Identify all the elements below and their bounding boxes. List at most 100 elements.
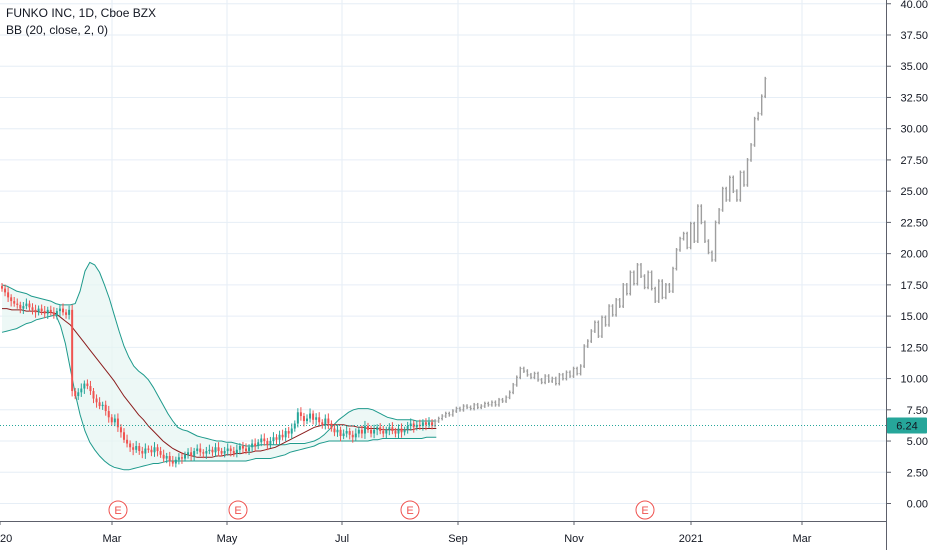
candle-body [16,303,19,305]
candle-body [190,452,193,457]
y-tick-label: 35.00 [900,61,928,73]
candle-body [299,412,302,417]
y-axis[interactable]: 40.00 37.50 35.00 32.50 30.00 27.50 25.00 22.50… [886,0,928,511]
y-tick-label: 30.00 [900,124,928,136]
candle-body [98,402,101,407]
x-tick-label: Sep [448,533,468,545]
projection-bars [433,76,767,428]
candle-body [394,431,397,434]
candle-body [220,451,223,454]
candle-body [370,429,373,434]
candle-body [92,391,95,399]
candle-body [391,427,394,432]
x-tick-label: Nov [564,533,584,545]
candle-body [40,308,43,312]
candle-body [107,411,110,418]
earnings-marker[interactable] [228,500,248,520]
candle-body [266,441,269,445]
x-tick-label: Mar [793,533,812,545]
candle-body [330,423,333,429]
candle-body [126,439,129,444]
candle-body [135,446,138,450]
candle-body [4,288,7,293]
candle-body [248,447,251,452]
candle-body [180,457,183,459]
candle-body [354,433,357,438]
candle-body [421,422,424,427]
y-tick-label: 10.00 [900,374,928,386]
candle-body [71,309,74,392]
y-tick-label: 37.50 [900,30,928,42]
candle-body [150,449,153,453]
candle-body [360,429,363,434]
candle-body [409,423,412,427]
candle-body [379,427,382,432]
candle-body [278,434,281,440]
earnings-marker[interactable] [400,500,420,520]
candle-body [357,429,360,434]
candles [1,282,434,468]
candle-body [412,423,415,428]
candle-body [202,452,205,454]
candle-body [403,429,406,433]
x-axis[interactable]: 20 Mar May Jul Sep Nov 2021 Mar [0,521,812,545]
candle-body [272,437,275,442]
candle-body [174,459,177,464]
candle-body [156,447,159,452]
y-tick-label: 15.00 [900,311,928,323]
candle-body [52,312,55,315]
candle-body [382,431,385,434]
candle-body [119,427,122,433]
candle-body [388,427,391,430]
candle-body [28,303,31,308]
candle-body [165,456,168,459]
candle-body [424,422,427,425]
candle-body [302,416,305,422]
candle-body [428,422,430,425]
candle-body [385,429,388,434]
indicator-title[interactable]: BB (20, close, 2, 0) [6,23,109,37]
x-tick-label: May [217,533,238,545]
candle-body [1,286,3,289]
x-tick-label: 20 [0,533,12,545]
candle-body [199,448,202,453]
earnings-marker[interactable] [635,500,655,520]
candle-body [327,418,330,424]
candle-body [58,308,61,312]
symbol-title[interactable]: FUNKO INC, 1D, Cboe BZX [6,6,157,20]
candle-body [290,428,293,434]
candle-body [123,432,125,440]
candle-body [315,417,318,420]
candle-body [89,386,92,392]
candle-body [214,447,217,453]
candle-body [254,443,257,447]
candle-body [86,383,89,387]
candle-body [287,431,290,434]
candle-body [336,429,339,433]
candle-body [238,446,241,450]
candle-body [281,434,284,438]
earnings-marker-label: E [114,505,121,517]
y-tick-label: 17.50 [900,280,928,292]
candle-body [138,446,141,452]
candle-body [55,311,58,315]
y-tick-label: 2.50 [907,467,928,479]
candle-body [116,418,119,428]
candle-body [22,306,25,309]
candle-body [104,404,107,412]
candle-body [101,404,104,407]
candle-body [77,392,80,397]
candle-body [65,312,68,315]
candle-body [232,451,235,454]
candle-body [223,451,226,454]
candle-body [418,424,421,427]
candle-body [177,457,180,460]
candle-body [19,304,22,309]
candle-body [226,448,229,452]
candle-body [324,418,327,425]
candle-body [345,431,348,434]
candle-body [80,388,83,393]
earnings-marker[interactable] [108,500,128,520]
